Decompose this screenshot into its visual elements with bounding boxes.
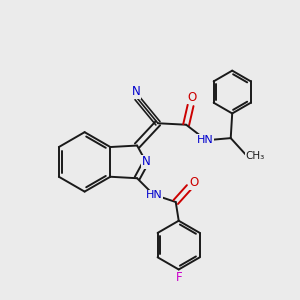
Text: HN: HN <box>146 190 162 200</box>
Text: F: F <box>176 271 182 284</box>
Text: N: N <box>142 155 150 168</box>
Text: O: O <box>189 176 198 189</box>
Text: CH₃: CH₃ <box>245 151 265 161</box>
Text: O: O <box>188 91 197 103</box>
Text: N: N <box>132 85 141 98</box>
Text: HN: HN <box>196 135 213 145</box>
